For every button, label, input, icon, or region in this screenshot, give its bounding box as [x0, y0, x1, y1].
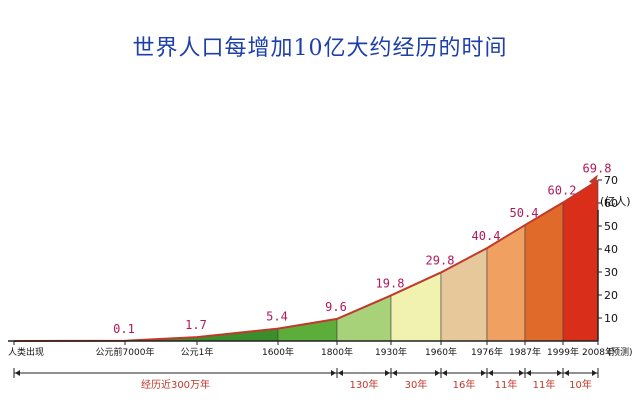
x-tick-label: 1600年 [262, 346, 294, 358]
x-tick-label: 2008年 [582, 346, 614, 358]
data-label: 29.8 [426, 253, 455, 267]
y-tick-label: 70 [604, 174, 618, 187]
span-label: 10年 [569, 378, 592, 391]
span-arrow-left [442, 370, 447, 376]
data-label: 19.8 [376, 276, 405, 290]
span-arrow-left [392, 370, 397, 376]
x-tick-label: 1976年 [471, 346, 503, 358]
y-tick-label: 20 [604, 289, 618, 302]
x-tick-label: 1960年 [425, 346, 457, 358]
data-label: 5.4 [266, 310, 288, 324]
y-tick-label: 50 [604, 220, 618, 233]
span-arrow-right [435, 370, 440, 376]
y-tick-label: 10 [604, 312, 618, 325]
y-unit-label: (亿人) [600, 195, 631, 208]
x-tick-label: 1800年 [321, 346, 353, 358]
data-label: 0.1 [113, 322, 135, 336]
span-label: 16年 [453, 378, 476, 391]
data-label: 9.6 [325, 300, 347, 314]
data-label: 50.4 [510, 206, 539, 220]
span-arrow-right [481, 370, 486, 376]
y-tick-label: 40 [604, 243, 618, 256]
span-label: 30年 [405, 378, 428, 391]
x-tick-label: 1930年 [375, 346, 407, 358]
span-arrow-left [526, 370, 531, 376]
span-arrow-right [557, 370, 562, 376]
x-tick-label: 公元1年 [181, 346, 214, 358]
area-segment [524, 201, 564, 342]
span-arrow-left [338, 370, 343, 376]
span-arrow-right [519, 370, 524, 376]
x-tick-label: 人类出现 [8, 346, 44, 358]
data-label: 40.4 [472, 229, 501, 243]
x-tick-label: 1987年 [509, 346, 541, 358]
data-label: 1.7 [185, 318, 207, 332]
span-label: 130年 [349, 378, 378, 391]
data-label: 60.2 [548, 184, 577, 198]
area-segment [562, 179, 599, 342]
span-label: 经历近300万年 [141, 378, 210, 391]
span-arrow-left [15, 370, 20, 376]
span-label: 11年 [533, 378, 556, 391]
x-tick-label: 公元前7000年 [96, 346, 155, 358]
curve-arrowhead [589, 174, 598, 186]
x-suffix-label: (预测) [607, 347, 632, 358]
y-tick-label: 60 [604, 197, 618, 210]
span-arrow-right [592, 370, 597, 376]
y-tick-label: 30 [604, 266, 618, 279]
data-label: 69.8 [583, 161, 612, 175]
x-tick-label: 1999年 [547, 346, 579, 358]
population-curve [13, 179, 599, 342]
span-arrow-right [331, 370, 336, 376]
span-arrow-left [564, 370, 569, 376]
span-arrow-left [488, 370, 493, 376]
span-arrow-right [385, 370, 390, 376]
chart-title: 世界人口每增加10亿大约经历的时间 [132, 36, 508, 61]
span-label: 11年 [495, 378, 518, 391]
